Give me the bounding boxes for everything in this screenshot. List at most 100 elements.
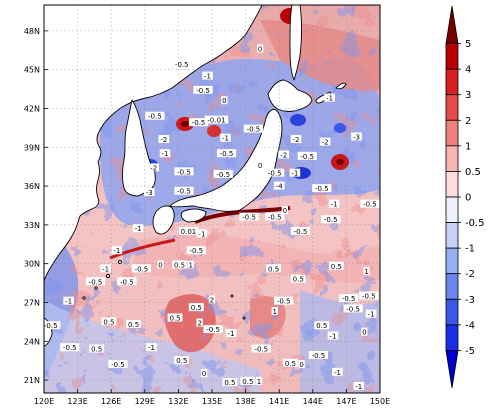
contour-label-text: -0.5: [148, 113, 162, 121]
contour-label-box: [351, 132, 362, 141]
colorbar-cell: [445, 222, 459, 249]
contour-label-text: -0.5: [177, 188, 191, 196]
contour-label: 0.5: [126, 319, 142, 329]
contour-label: -0.5: [243, 124, 264, 134]
lon-tick-label: 126E: [101, 397, 121, 406]
contour-label: -0.5: [216, 149, 237, 158]
contour-label-text: -0.5: [268, 170, 282, 178]
contour-label: -0.5: [193, 85, 213, 95]
contour-label-text: 0: [283, 207, 287, 215]
contour-label-box: [146, 343, 157, 352]
contour-label-box: [327, 331, 339, 340]
contour-label-box: [328, 261, 344, 270]
contour-label: -1: [225, 329, 237, 338]
contour-label-box: [202, 71, 213, 80]
contour-label: -0.5: [145, 111, 165, 121]
contour-label-box: [196, 318, 203, 327]
contour-label-text: -1: [329, 333, 336, 341]
colorbar-tick-label: 2: [465, 116, 471, 127]
contour-label: -0.5: [60, 343, 80, 352]
contour-label: -0.5: [213, 169, 233, 179]
colorbar-tick-label: -4: [465, 320, 475, 331]
contour-label-text: -1: [222, 135, 229, 143]
contour-label: -1: [289, 168, 301, 178]
contour-label-text: -2: [280, 152, 287, 160]
contour-label-text: -1: [148, 344, 155, 352]
contour-label-box: [324, 93, 335, 102]
contour-label-box: [208, 295, 216, 304]
contour-label-text: -0.5: [247, 126, 261, 134]
contour-label-box: [240, 376, 256, 385]
contour-label-box: [278, 150, 289, 159]
contour-label: 0: [298, 360, 305, 369]
contour-label: -2: [319, 137, 331, 147]
contour-label-box: [221, 96, 228, 105]
colorbar-cell: [445, 43, 459, 70]
contour-label: -1: [328, 199, 340, 209]
contour-labels: 0-0.5-1-0.50 -1-0.5-0.5 -0.01-0.5-2 -1 -2 -2-…: [41, 44, 380, 391]
contour-label-text: 0: [258, 162, 262, 170]
contour-label-box: [174, 186, 194, 195]
contour-label-box: [361, 327, 368, 336]
contour-label-box: [332, 367, 343, 376]
colorbar-cell: [445, 68, 459, 96]
contour-label: -0.5: [174, 167, 194, 176]
contour-label-box: [257, 44, 264, 53]
contour-label: 1: [363, 266, 370, 276]
contour-label: -0.5: [108, 360, 128, 369]
contour-label: 0: [257, 44, 264, 53]
contour-label-box: [290, 226, 311, 235]
contour-label-text: -0.5: [294, 228, 308, 236]
contour-label-box: [148, 163, 160, 172]
contour-label-box: [132, 224, 144, 233]
contour-label-box: [143, 188, 155, 197]
colorbar-tick-label: 0: [465, 193, 471, 204]
contour-label-box: [243, 124, 264, 133]
contour-label-text: 2: [197, 320, 201, 328]
contour-label-text: -0.01: [207, 117, 225, 125]
contour-label: -0.5: [41, 321, 61, 330]
contour-label-text: 0.5: [316, 322, 327, 330]
contour-label: 0.5: [266, 264, 282, 273]
contour-label: 0: [201, 369, 208, 378]
contour-label: -1: [365, 309, 377, 319]
contour-label-box: [187, 260, 194, 269]
contour-label: -4: [273, 181, 285, 191]
contour-label-text: 0.01: [181, 228, 197, 236]
contour-label: 0: [257, 160, 264, 170]
contour-label-text: -0.5: [242, 214, 256, 222]
contour-label: 0.5: [282, 358, 298, 368]
contour-label-box: [167, 313, 183, 322]
contour-label-text: -2: [150, 164, 157, 172]
contour-label: 0.5: [328, 261, 344, 271]
contour-label-text: 0.5: [331, 263, 342, 271]
contour-label-text: 0: [299, 361, 303, 369]
contour-label-box: [319, 137, 331, 146]
contour-label-text: 0.5: [224, 379, 235, 387]
contour-label: 0.01: [178, 226, 199, 236]
contour-label: 0: [281, 206, 288, 215]
contour-label-text: 0.5: [191, 304, 202, 312]
lon-tick-label: 150E: [370, 397, 390, 406]
contour-label-box: [225, 329, 237, 338]
contour-label-text: 0: [202, 370, 206, 378]
contour-label-box: [339, 294, 359, 303]
contour-label: -1: [353, 382, 365, 391]
contour-label-text: -1: [102, 265, 109, 273]
contour-label-text: -0.5: [315, 185, 329, 193]
contour-label: -0.5: [265, 168, 285, 178]
contour-label: -0.5: [297, 151, 317, 161]
contour-label: 0.5: [314, 321, 330, 330]
contour-label: -0.5: [172, 59, 192, 69]
contour-label-text: -2: [293, 136, 300, 144]
contour-label-text: -4: [276, 183, 284, 191]
contour-label-box: [359, 291, 379, 300]
contour-label-box: [126, 319, 142, 328]
colorbar-cell: [445, 145, 459, 172]
contour-label-box: [314, 321, 330, 330]
contour-label: -1: [332, 367, 343, 377]
contour-label-text: 0: [362, 329, 366, 337]
colorbar: -5 -4 -3 -2 -1 -0.5 0 0.5 1 2 3 4 5: [445, 5, 485, 389]
contour-label: -1: [132, 224, 144, 233]
